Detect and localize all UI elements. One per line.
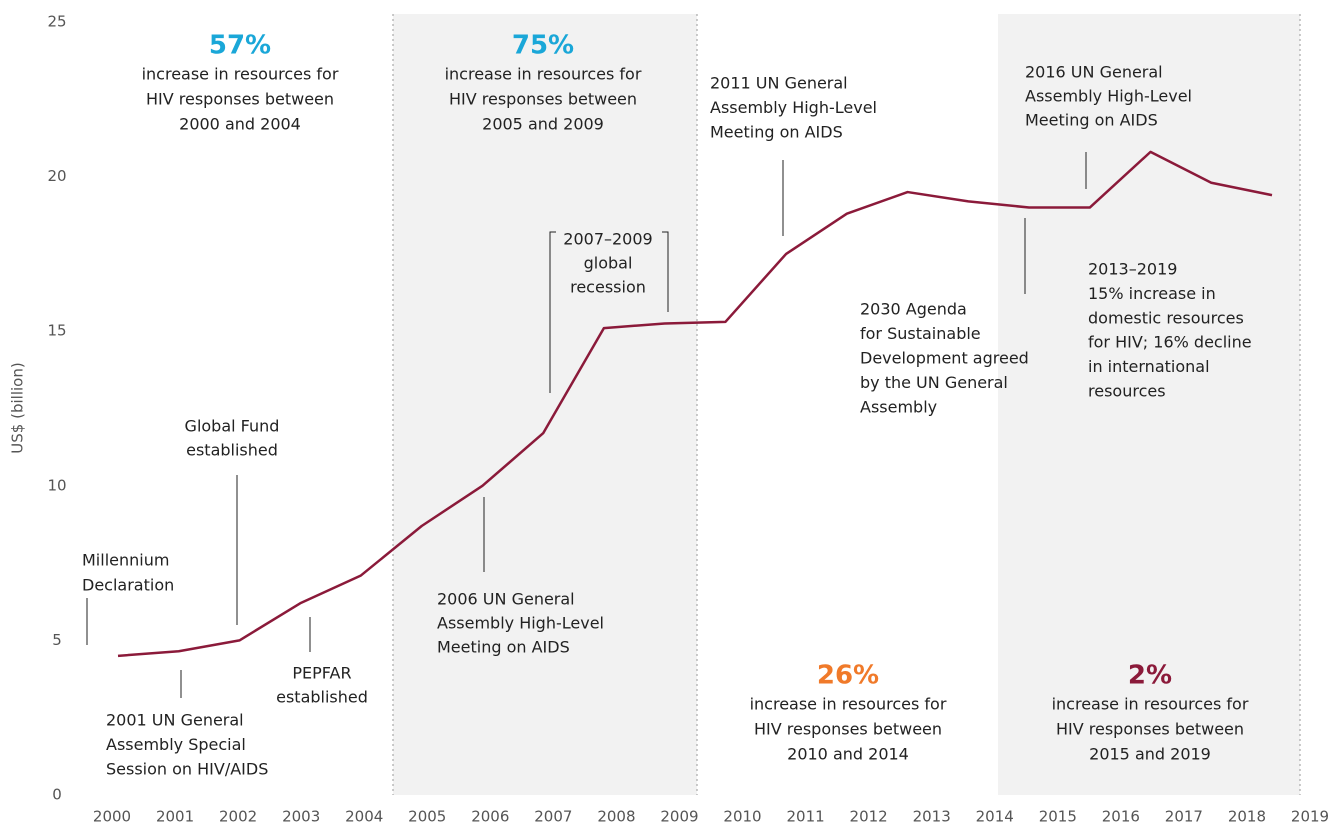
annotation: Declaration: [82, 576, 174, 595]
annotation: Assembly: [860, 398, 937, 417]
highlight-text: increase in resources for: [445, 65, 642, 84]
highlight-value: 26%: [817, 661, 879, 691]
highlight-text: increase in resources for: [750, 695, 947, 714]
x-tick-label: 2016: [1102, 808, 1140, 826]
annotation: Millennium: [82, 551, 169, 570]
x-tick-label: 2007: [534, 808, 572, 826]
annotation: 2001 UN General: [106, 711, 244, 730]
highlight-text: 2010 and 2014: [787, 745, 909, 764]
highlight-text: 2000 and 2004: [179, 115, 301, 134]
annotation: Development agreed: [860, 349, 1029, 368]
annotation: 2006 UN General: [437, 590, 575, 609]
leaders: [86, 152, 1087, 698]
x-tick-label: 2014: [976, 808, 1014, 826]
x-tick-label: 2004: [345, 808, 383, 826]
x-tick-label: 2015: [1039, 808, 1077, 826]
annotation: established: [186, 441, 278, 460]
annotation: PEPFAR: [292, 664, 351, 683]
annotation: Meeting on AIDS: [437, 638, 570, 657]
annotation: 2013–2019: [1088, 260, 1177, 279]
annotation: 2016 UN General: [1025, 63, 1163, 82]
highlight-text: 2005 and 2009: [482, 115, 604, 134]
annotation: resources: [1088, 382, 1166, 401]
highlight-value: 2%: [1128, 661, 1172, 691]
x-tick-label: 2013: [913, 808, 951, 826]
bracket: [549, 231, 556, 393]
highlight-text: increase in resources for: [142, 65, 339, 84]
highlight-value: 75%: [512, 31, 574, 61]
y-tick-label: 25: [47, 13, 66, 31]
highlight-text: increase in resources for: [1052, 695, 1249, 714]
y-axis-label: US$ (billion): [9, 362, 27, 453]
bracket: [662, 231, 669, 312]
x-tick-label: 2018: [1228, 808, 1266, 826]
annotation: Assembly High-Level: [1025, 87, 1192, 106]
x-tick-label: 2019: [1291, 808, 1329, 826]
x-tick-label: 2017: [1165, 808, 1203, 826]
annotation: established: [276, 688, 368, 707]
x-tick-label: 2010: [723, 808, 761, 826]
annotation: in international: [1088, 357, 1210, 376]
highlight-text: HIV responses between: [146, 90, 334, 109]
annotation: Meeting on AIDS: [710, 123, 843, 142]
annotation: Meeting on AIDS: [1025, 111, 1158, 130]
highlight-value: 57%: [209, 31, 271, 61]
x-tick-label: 2002: [219, 808, 257, 826]
annotation: global: [584, 254, 633, 273]
highlight-text: HIV responses between: [754, 720, 942, 739]
annotation: 2030 Agenda: [860, 300, 967, 319]
annotation: Session on HIV/AIDS: [106, 760, 268, 779]
x-tick-label: 2008: [597, 808, 635, 826]
annotation: Assembly Special: [106, 735, 246, 754]
shaded-band: [393, 14, 697, 795]
x-tick-label: 2011: [786, 808, 824, 826]
highlight-text: HIV responses between: [449, 90, 637, 109]
x-tick-label: 2012: [850, 808, 888, 826]
x-tick-label: 2003: [282, 808, 320, 826]
annotation: Assembly High-Level: [710, 98, 877, 117]
x-tick-label: 2006: [471, 808, 509, 826]
y-tick-label: 0: [52, 786, 62, 804]
annotation: 15% increase in: [1088, 284, 1216, 303]
annotation: recession: [570, 278, 646, 297]
annotation: 2011 UN General: [710, 74, 848, 93]
annotation: domestic resources: [1088, 308, 1244, 327]
y-tick-label: 5: [52, 631, 62, 649]
highlight-text: HIV responses between: [1056, 720, 1244, 739]
annotation: 2007–2009: [563, 230, 652, 249]
x-tick-label: 2001: [156, 808, 194, 826]
y-tick-label: 15: [47, 322, 66, 340]
annotation: by the UN General: [860, 373, 1008, 392]
annotation: for Sustainable: [860, 324, 981, 343]
annotation: for HIV; 16% decline: [1088, 333, 1252, 352]
annotation: Assembly High-Level: [437, 614, 604, 633]
y-tick-label: 10: [47, 476, 66, 494]
y-tick-label: 20: [47, 167, 66, 185]
line: [117, 150, 1273, 658]
highlight-text: 2015 and 2019: [1089, 745, 1211, 764]
x-tick-label: 2000: [93, 808, 131, 826]
annotation: Global Fund: [185, 417, 280, 436]
x-tick-label: 2009: [660, 808, 698, 826]
x-tick-label: 2005: [408, 808, 446, 826]
shaded-band: [998, 14, 1300, 795]
